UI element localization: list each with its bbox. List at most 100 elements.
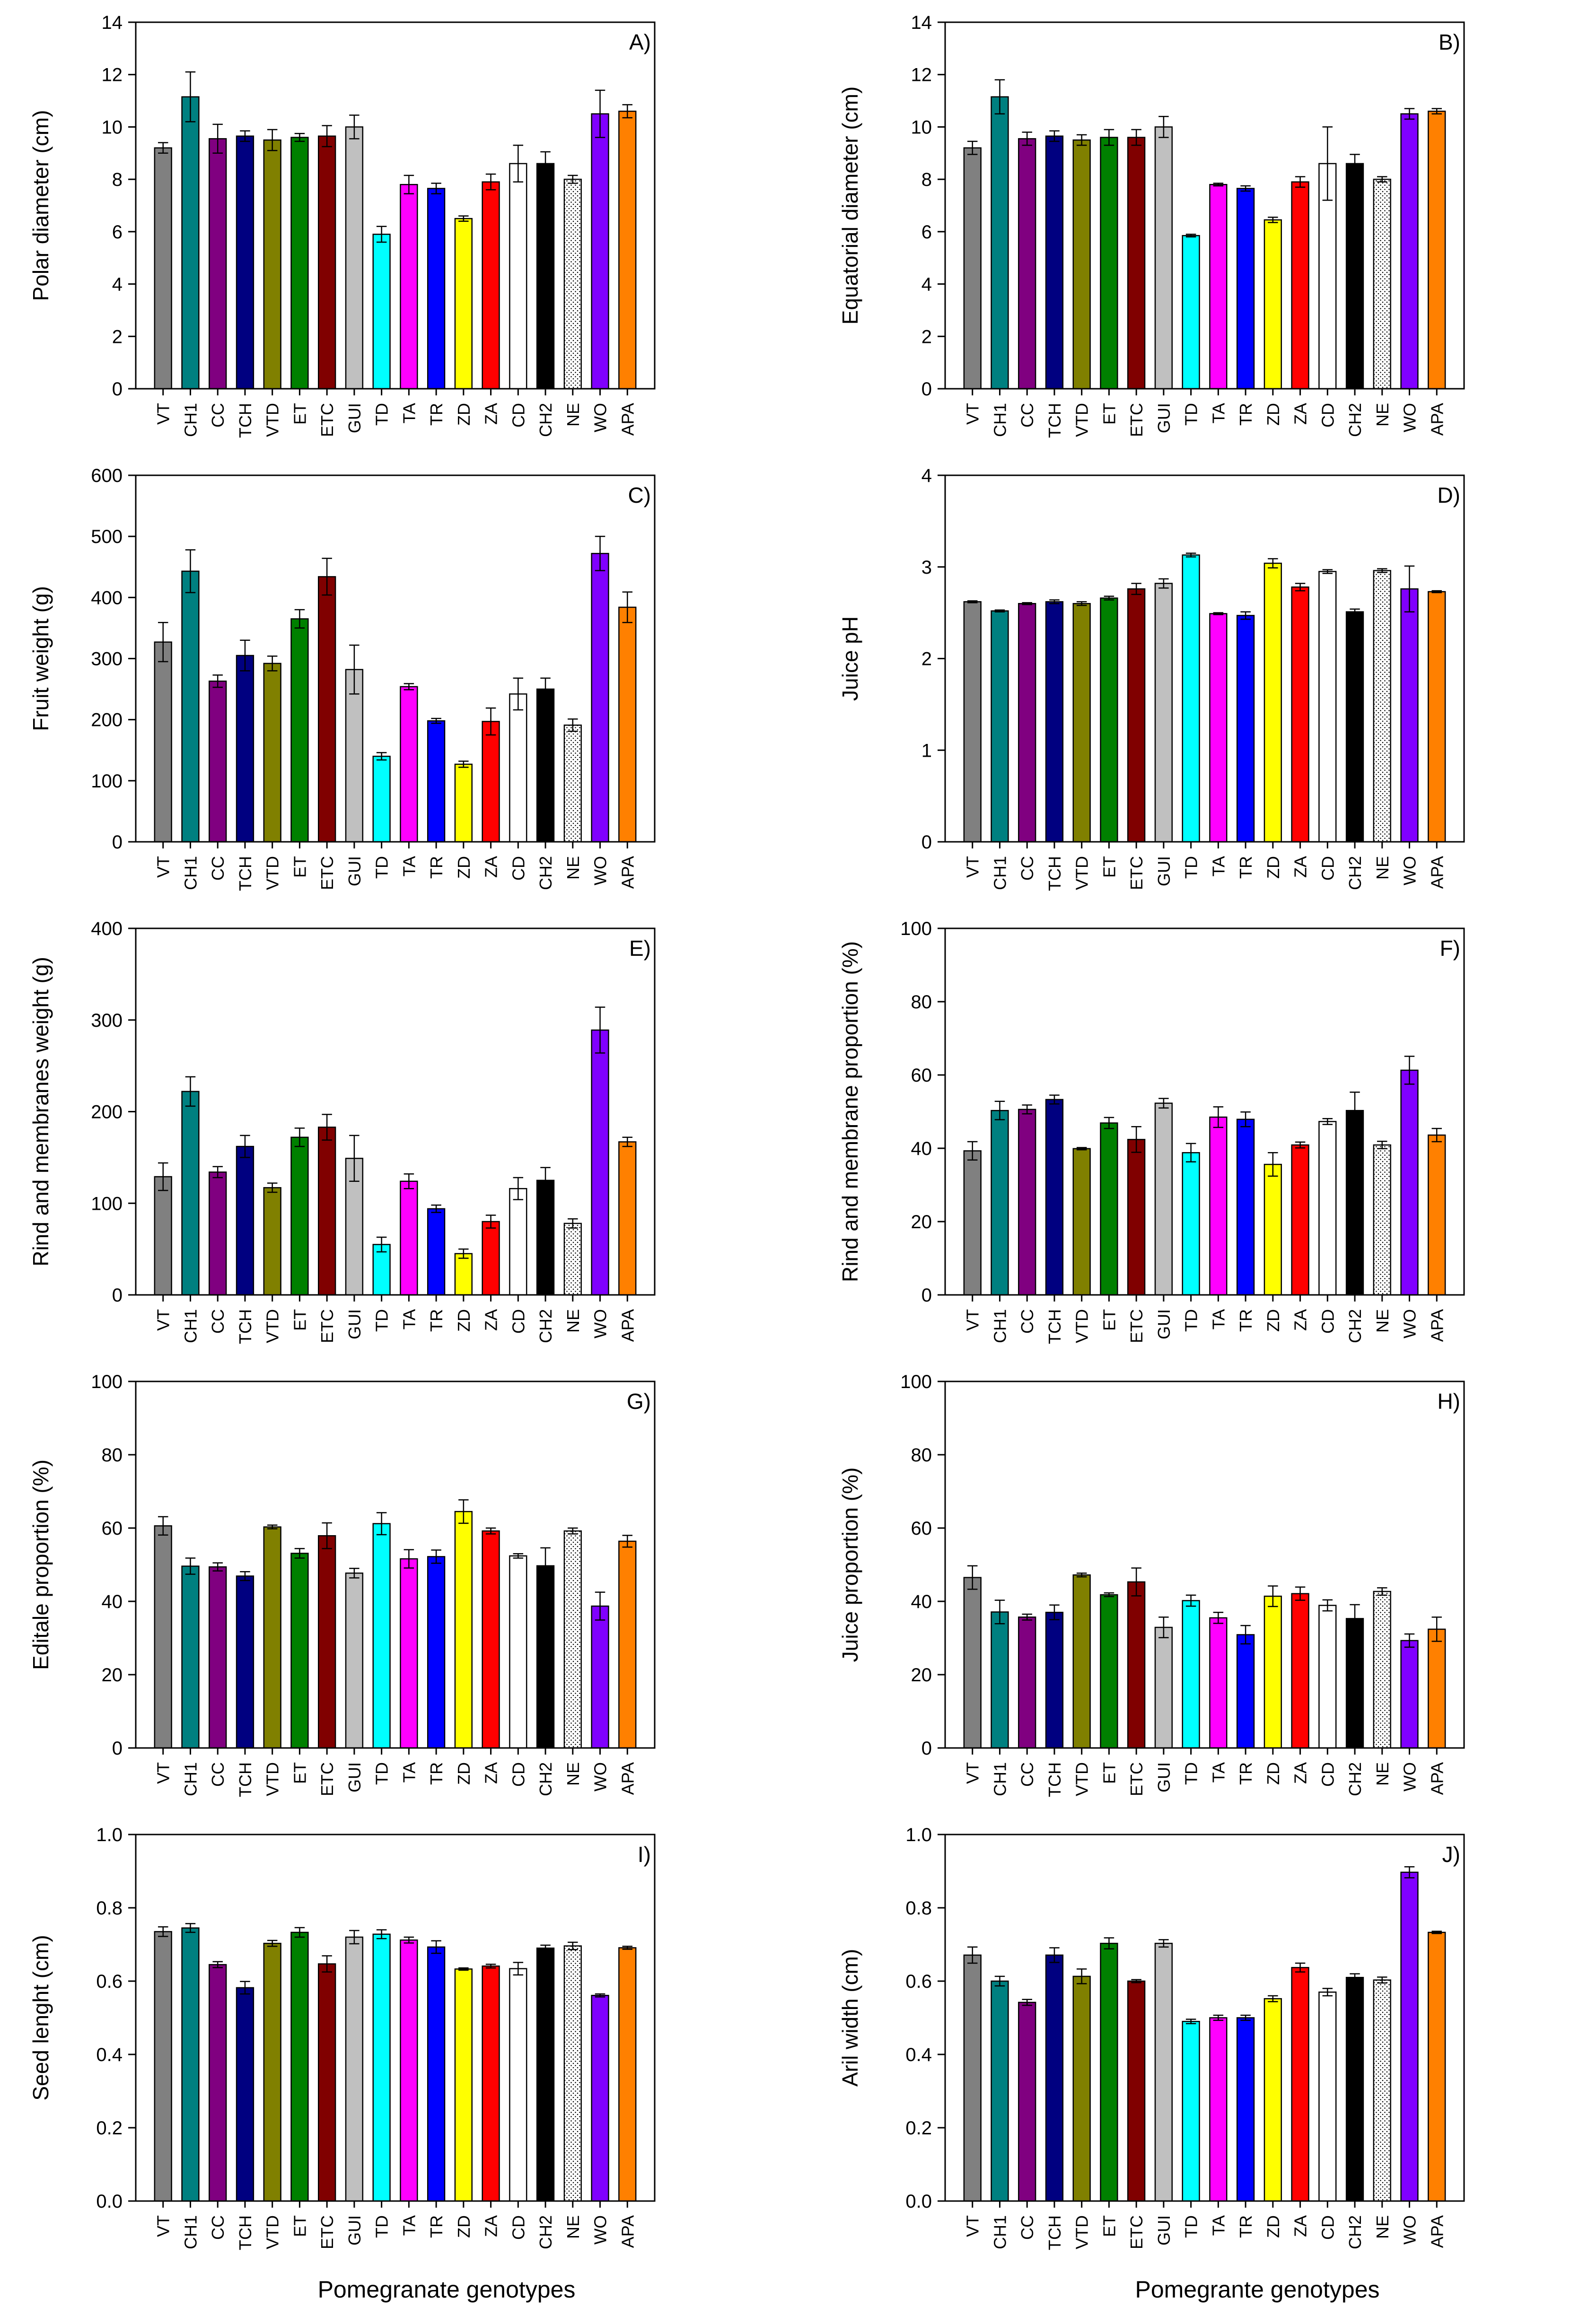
error-bar-tr xyxy=(1240,2014,1251,2021)
bar-ch1 xyxy=(991,1110,1009,1296)
bar-ta xyxy=(400,183,418,390)
bar-ne xyxy=(563,1530,582,1749)
error-bar-cc xyxy=(212,123,223,154)
error-bar-cc xyxy=(1022,602,1032,605)
x-category-label: GUI xyxy=(1154,1762,1174,1792)
y-axis-title: Polar diameter (cm) xyxy=(28,110,53,301)
x-category-label: TD xyxy=(372,403,392,426)
bar-ch2 xyxy=(1345,1110,1364,1296)
y-tick-label: 12 xyxy=(911,65,932,86)
panel-label: A) xyxy=(629,30,651,54)
error-bar-ch1 xyxy=(185,1923,196,1933)
error-bar-et xyxy=(294,1548,305,1559)
bar-vtd xyxy=(1072,603,1091,843)
bar-etc xyxy=(318,135,336,390)
error-bar-tr xyxy=(1240,1111,1251,1127)
error-bar-vtd xyxy=(267,655,278,672)
error-bar-zd xyxy=(1268,1152,1278,1177)
bar-ch1 xyxy=(991,1611,1009,1749)
error-bar-ne xyxy=(1377,1976,1387,1984)
x-category-label: CC xyxy=(208,1762,228,1787)
error-bar-tch xyxy=(1049,130,1060,142)
bar-gui xyxy=(1154,126,1173,390)
x-category-label: VT xyxy=(154,1762,173,1784)
bar-chart-panel-d: 0 1 2 3 4 VT CH1 CC TCH VTD ET ETC GUI TD TA TR ZD ZA CD CH… xyxy=(838,465,1465,891)
error-bar-vt xyxy=(158,622,168,663)
x-category-label: WO xyxy=(1400,2215,1420,2245)
error-bar-ne xyxy=(1377,176,1387,183)
y-tick-label: 600 xyxy=(91,465,123,486)
bar-ne xyxy=(1373,1590,1391,1749)
x-category-label: CC xyxy=(1018,403,1037,428)
y-tick-label: 0 xyxy=(921,379,932,400)
x-category-label: TCH xyxy=(236,856,255,891)
bar-vt xyxy=(963,1954,982,2202)
error-bar-wo xyxy=(595,1591,605,1621)
bar-gui xyxy=(345,669,364,843)
x-category-label: ZD xyxy=(1263,856,1283,879)
bar-tch xyxy=(236,1987,254,2202)
error-bar-za xyxy=(1295,1141,1306,1149)
x-category-label: CH1 xyxy=(990,1762,1009,1796)
bar-ch2 xyxy=(536,1948,555,2202)
x-category-label: TR xyxy=(427,1309,446,1332)
error-bar-gui xyxy=(1158,1939,1169,1948)
bar-ch2 xyxy=(1345,611,1364,843)
bar-vtd xyxy=(1072,1148,1091,1296)
x-category-label: TCH xyxy=(236,403,255,438)
error-bar-gui xyxy=(349,1568,360,1579)
y-tick-label: 8 xyxy=(921,169,932,190)
error-bar-etc xyxy=(1131,1126,1141,1153)
error-bar-tr xyxy=(431,183,441,194)
bar-vtd xyxy=(1072,1975,1091,2202)
error-bar-ch1 xyxy=(994,1101,1005,1120)
error-bar-vtd xyxy=(1076,134,1087,146)
bar-cc xyxy=(209,138,227,390)
error-bar-cd xyxy=(1322,569,1333,574)
bar-chart-panel-b: 0 2 4 6 8 10 12 14 VT CH1 CC TCH VTD ET ETC GUI TD TA TR ZD… xyxy=(838,12,1465,438)
panel-label: J) xyxy=(1442,1842,1460,1867)
y-tick-label: 4 xyxy=(921,274,932,295)
x-category-label: WO xyxy=(1400,1762,1420,1791)
y-tick-label: 0.0 xyxy=(905,2191,932,2212)
error-bar-etc xyxy=(322,558,332,596)
bar-ne xyxy=(563,1223,582,1296)
x-category-label: TA xyxy=(1209,2215,1228,2236)
y-tick-label: 80 xyxy=(911,1445,932,1466)
bar-chart-panel-h: 0 20 40 60 80 100 VT CH1 CC TCH VTD ET ETC GUI TD TA TR Z… xyxy=(838,1372,1465,1797)
x-category-label: VTD xyxy=(1072,403,1092,437)
bar-wo xyxy=(591,553,609,843)
x-category-label: CH2 xyxy=(1345,403,1365,437)
error-bar-za xyxy=(485,707,496,736)
error-bar-ne xyxy=(568,1218,578,1229)
error-bar-ch1 xyxy=(994,1975,1005,1987)
bar-cc xyxy=(209,1171,227,1296)
x-category-label: TCH xyxy=(1045,2215,1064,2250)
error-bar-wo xyxy=(595,1006,605,1054)
bar-wo xyxy=(591,113,609,390)
error-bar-td xyxy=(1185,1594,1196,1607)
x-category-label: VT xyxy=(963,403,983,425)
error-bar-etc xyxy=(322,125,332,148)
error-bar-gui xyxy=(349,114,360,140)
error-bar-gui xyxy=(349,1930,360,1945)
x-category-label: TA xyxy=(399,1309,419,1329)
error-bar-ch1 xyxy=(994,609,1005,612)
error-bar-cd xyxy=(1322,1599,1333,1612)
x-category-label: CC xyxy=(208,1309,228,1334)
error-bar-vt xyxy=(967,1565,978,1590)
y-axis-title: Seed lenght (cm) xyxy=(28,1935,53,2100)
bar-chart-panel-f: 0 20 40 60 80 100 VT CH1 CC TCH VTD ET ETC GUI TD TA TR Z… xyxy=(838,918,1465,1344)
panel-label: H) xyxy=(1437,1389,1460,1414)
bar-etc xyxy=(1127,137,1146,390)
bar-vt xyxy=(154,1931,172,2202)
bar-ch2 xyxy=(536,163,555,390)
error-bar-tch xyxy=(1049,599,1060,604)
x-category-label: CC xyxy=(208,856,228,881)
bar-etc xyxy=(1127,1139,1146,1296)
error-bar-ch2 xyxy=(540,151,551,176)
bar-cd xyxy=(1318,1121,1337,1296)
bar-cc xyxy=(1018,138,1036,390)
y-tick-label: 100 xyxy=(91,771,123,792)
x-category-label: VT xyxy=(963,2215,983,2237)
